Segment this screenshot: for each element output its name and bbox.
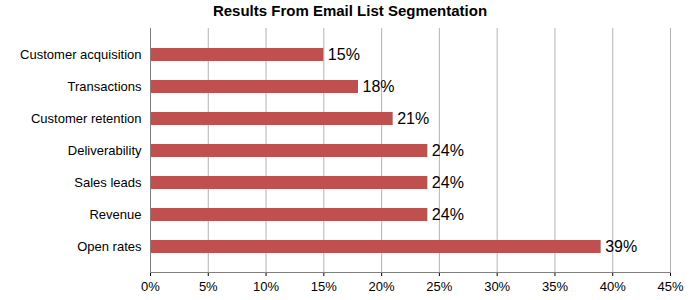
svg-text:0%: 0% bbox=[141, 279, 160, 294]
svg-text:5%: 5% bbox=[199, 279, 218, 294]
svg-text:Customer retention: Customer retention bbox=[31, 111, 142, 126]
svg-text:Sales leads: Sales leads bbox=[74, 175, 142, 190]
svg-text:35%: 35% bbox=[542, 279, 568, 294]
svg-text:10%: 10% bbox=[253, 279, 279, 294]
svg-text:Deliverability: Deliverability bbox=[68, 143, 142, 158]
svg-text:25%: 25% bbox=[426, 279, 452, 294]
svg-text:24%: 24% bbox=[432, 206, 464, 223]
svg-text:15%: 15% bbox=[311, 279, 337, 294]
svg-text:45%: 45% bbox=[657, 279, 683, 294]
svg-text:40%: 40% bbox=[600, 279, 626, 294]
svg-text:21%: 21% bbox=[397, 110, 429, 127]
svg-text:Revenue: Revenue bbox=[89, 207, 141, 222]
svg-text:24%: 24% bbox=[432, 142, 464, 159]
svg-text:18%: 18% bbox=[363, 78, 395, 95]
svg-text:15%: 15% bbox=[328, 46, 360, 63]
svg-text:39%: 39% bbox=[605, 238, 637, 255]
svg-text:Customer acquisition: Customer acquisition bbox=[20, 47, 141, 62]
svg-text:30%: 30% bbox=[484, 279, 510, 294]
svg-text:24%: 24% bbox=[432, 174, 464, 191]
html-text:Results From Email List Segmen: Results From Email List Segmentation bbox=[212, 2, 488, 19]
svg-text:Transactions: Transactions bbox=[68, 79, 142, 94]
svg-text:Open rates: Open rates bbox=[77, 239, 142, 254]
svg-text:20%: 20% bbox=[369, 279, 395, 294]
